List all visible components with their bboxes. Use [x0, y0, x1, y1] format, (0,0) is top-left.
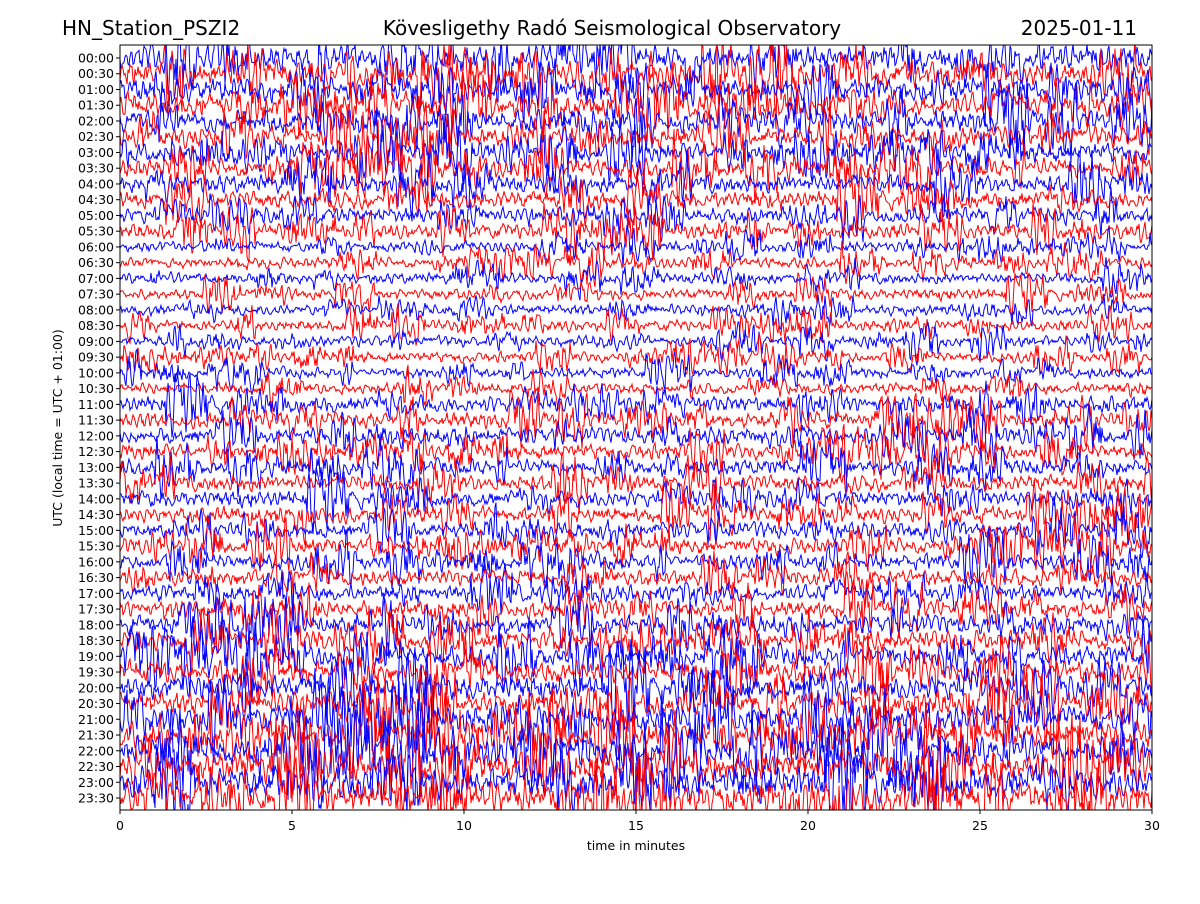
- y-tick-label: 04:30: [78, 192, 114, 207]
- y-tick-label: 00:30: [78, 66, 114, 81]
- trace: [120, 451, 1152, 515]
- trace: [120, 496, 1152, 559]
- y-tick-label: 10:00: [78, 365, 114, 380]
- y-tick-label: 17:00: [78, 586, 114, 601]
- y-tick-label: 23:30: [78, 791, 114, 806]
- y-tick-label: 07:30: [78, 287, 114, 302]
- y-tick-label: 08:30: [78, 318, 114, 333]
- trace: [120, 515, 1152, 583]
- y-tick-label: 19:30: [78, 665, 114, 680]
- y-tick-label: 16:00: [78, 554, 114, 569]
- y-tick-label: 05:30: [78, 224, 114, 239]
- y-tick-label: 04:00: [78, 176, 114, 191]
- trace: [120, 129, 1152, 213]
- x-tick-label: 25: [972, 818, 988, 833]
- chart-title: Kövesligethy Radó Seismological Observat…: [383, 16, 841, 40]
- y-tick-label: 00:00: [78, 51, 114, 66]
- y-tick-label: 14:00: [78, 491, 114, 506]
- y-tick-label: 13:00: [78, 460, 114, 475]
- y-tick-label: 22:30: [78, 759, 114, 774]
- trace: [120, 90, 1152, 178]
- y-tick-label: 07:00: [78, 271, 114, 286]
- y-tick-label: 06:00: [78, 239, 114, 254]
- x-tick-label: 30: [1144, 818, 1160, 833]
- station-title: HN_Station_PSZI2: [62, 16, 240, 40]
- x-tick-label: 15: [628, 818, 644, 833]
- trace: [120, 321, 1152, 366]
- y-tick-label: 02:00: [78, 113, 114, 128]
- x-tick-label: 0: [116, 818, 124, 833]
- y-tick-label: 01:30: [78, 98, 114, 113]
- y-tick-label: 20:00: [78, 680, 114, 695]
- y-tick-label: 21:30: [78, 728, 114, 743]
- y-tick-label: 06:30: [78, 255, 114, 270]
- trace: [120, 593, 1152, 663]
- trace: [120, 415, 1152, 482]
- y-tick-label: 15:00: [78, 523, 114, 538]
- trace: [120, 298, 1152, 350]
- y-tick-label: 19:00: [78, 649, 114, 664]
- y-tick-label: 03:00: [78, 145, 114, 160]
- trace: [120, 240, 1152, 287]
- y-tick-label: 16:30: [78, 570, 114, 585]
- y-tick-label: 11:30: [78, 413, 114, 428]
- trace: [120, 110, 1152, 194]
- trace: [120, 224, 1152, 268]
- trace: [120, 166, 1152, 237]
- y-tick-label: 12:30: [78, 444, 114, 459]
- trace: [120, 199, 1152, 263]
- trace: [120, 257, 1152, 301]
- y-tick-label: 03:30: [78, 161, 114, 176]
- y-tick-label: 17:30: [78, 602, 114, 617]
- trace: [120, 364, 1152, 414]
- y-tick-label: 01:00: [78, 82, 114, 97]
- trace: [120, 58, 1152, 127]
- y-tick-label: 15:30: [78, 539, 114, 554]
- x-tick-label: 5: [288, 818, 296, 833]
- y-tick-label: 22:00: [78, 743, 114, 758]
- trace: [120, 732, 1152, 810]
- trace: [120, 45, 1152, 130]
- y-tick-label: 13:30: [78, 476, 114, 491]
- traces: [120, 45, 1152, 810]
- trace: [120, 475, 1152, 546]
- y-tick-label: 12:00: [78, 428, 114, 443]
- trace: [120, 639, 1152, 740]
- trace: [120, 701, 1152, 810]
- y-tick-label: 23:00: [78, 775, 114, 790]
- x-tick-label: 10: [456, 818, 472, 833]
- trace: [120, 689, 1152, 810]
- trace: [120, 78, 1152, 163]
- axes: 0 5 10 15 20 25 30 00:0000:3001:0001:3002:0002:…: [78, 51, 1160, 834]
- trace: [120, 610, 1152, 703]
- y-tick-label: 18:00: [78, 617, 114, 632]
- date-title: 2025-01-11: [1021, 16, 1137, 40]
- y-axis-label: UTC (local time = UTC + 01:00): [50, 329, 65, 527]
- trace: [120, 371, 1152, 438]
- y-tick-label: 10:30: [78, 381, 114, 396]
- y-tick-label: 02:30: [78, 129, 114, 144]
- y-tick-label: 20:30: [78, 696, 114, 711]
- trace: [120, 526, 1152, 594]
- y-tick-label: 09:30: [78, 350, 114, 365]
- y-tick-label: 14:30: [78, 507, 114, 522]
- trace: [120, 293, 1152, 330]
- trace: [120, 272, 1152, 317]
- trace: [120, 550, 1152, 609]
- y-tick-label: 08:00: [78, 302, 114, 317]
- trace: [120, 466, 1152, 535]
- trace: [120, 348, 1152, 395]
- x-axis-label: time in minutes: [587, 838, 685, 853]
- y-tick-label: 11:00: [78, 397, 114, 412]
- y-tick-label: 18:30: [78, 633, 114, 648]
- trace: [120, 332, 1152, 378]
- y-tick-label: 05:00: [78, 208, 114, 223]
- y-tick-label: 09:00: [78, 334, 114, 349]
- y-tick-label: 21:00: [78, 712, 114, 727]
- x-tick-label: 20: [800, 818, 816, 833]
- trace: [120, 436, 1152, 500]
